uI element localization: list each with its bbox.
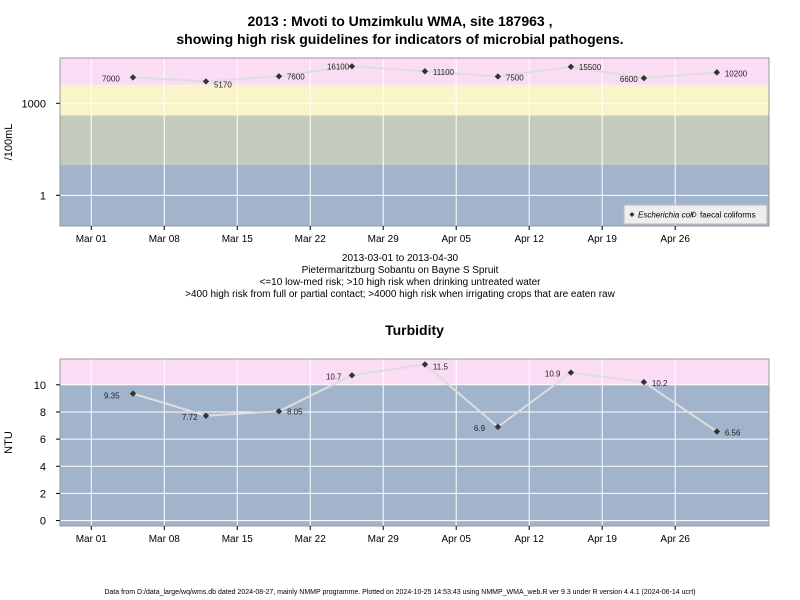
data-label: 10.7 — [326, 372, 342, 381]
ecoli-panel: Mar 01 Mar 08 Mar 15 Mar 22 Mar 29 Apr 05 Apr … — [3, 57, 770, 245]
data-point — [348, 372, 356, 379]
chart-title-line1: 2013 : Mvoti to Umzimkulu WMA, site 1879… — [247, 13, 553, 29]
data-point — [640, 378, 648, 386]
y-tick-label: 1000 — [22, 98, 46, 110]
x-tick-label: Apr 05 — [441, 534, 471, 545]
y-tick-label: 8 — [40, 407, 46, 419]
plot-frame — [59, 57, 770, 227]
data-label: 11100 — [433, 68, 455, 77]
data-point — [275, 408, 283, 415]
caption-site-name: Pietermaritzburg Sobantu on Bayne S Spru… — [301, 265, 499, 276]
chart-title-line2: showing high risk guidelines for indicat… — [176, 31, 624, 47]
legend-marker-circle — [691, 212, 697, 217]
legend-box — [623, 204, 768, 225]
data-label: 15500 — [579, 63, 602, 72]
y-axis-label: /100mL — [3, 124, 15, 161]
data-point — [202, 78, 210, 85]
x-tick-label: Apr 26 — [660, 534, 690, 545]
data-point — [275, 73, 283, 80]
data-point — [348, 63, 356, 70]
risk-band-0 — [60, 384, 769, 526]
data-label: 7.72 — [182, 413, 198, 422]
turbidity-panel: Turbidity Mar 01 Mar 08 Mar 15 Mar 22 Mar 29 A… — [3, 322, 770, 545]
data-label: 7600 — [287, 72, 305, 81]
y-axis-label: NTU — [3, 431, 15, 454]
data-point — [640, 74, 648, 82]
x-tick-label: Mar 01 — [76, 534, 108, 545]
data-label: 9.35 — [104, 392, 120, 401]
x-tick-label: Mar 29 — [368, 234, 400, 245]
data-point — [494, 423, 502, 431]
data-label: 6600 — [620, 75, 638, 84]
data-label: 7000 — [102, 74, 120, 83]
data-point — [202, 412, 210, 419]
data-point — [129, 390, 137, 397]
data-label: 11.5 — [433, 362, 449, 371]
legend-marker-diamond — [629, 212, 635, 217]
y-tick-label: 2 — [40, 488, 46, 500]
plot-frame — [59, 358, 770, 527]
legend-label: Escherichia coli — [638, 211, 694, 220]
data-point — [421, 361, 429, 368]
x-tick-label: Mar 08 — [149, 234, 181, 245]
x-tick-label: Apr 12 — [514, 234, 544, 245]
data-label: 10.2 — [652, 379, 668, 388]
x-tick-label: Apr 12 — [514, 534, 544, 545]
x-tick-label: Mar 15 — [222, 234, 254, 245]
caption-guideline-contact: >400 high risk from full or partial cont… — [185, 289, 615, 300]
data-label: 8.05 — [287, 407, 303, 416]
x-tick-label: Apr 05 — [441, 234, 471, 245]
data-label: 6.9 — [474, 424, 486, 433]
data-point — [129, 74, 137, 81]
y-tick-label: 4 — [40, 461, 46, 473]
y-tick-label: 0 — [40, 516, 46, 528]
y-tick-label: 6 — [40, 434, 46, 446]
x-tick-label: Mar 01 — [76, 234, 108, 245]
data-point — [494, 73, 502, 80]
data-label: 10.9 — [545, 370, 561, 379]
legend: Escherichia coli faecal coliforms — [623, 204, 768, 225]
y-tick-label: 10 — [34, 380, 46, 392]
risk-band-1 — [60, 359, 769, 385]
x-tick-label: Mar 22 — [295, 534, 327, 545]
legend-label: faecal coliforms — [700, 211, 756, 220]
data-point — [421, 68, 429, 75]
panel-title: Turbidity — [385, 322, 444, 338]
x-tick-label: Mar 22 — [295, 234, 327, 245]
x-tick-label: Apr 26 — [660, 234, 690, 245]
data-label: 10200 — [725, 69, 748, 78]
x-tick-label: Mar 08 — [149, 534, 181, 545]
x-tick-label: Apr 19 — [587, 234, 617, 245]
footer-note: Data from D:/data_large/wq/wms.db dated … — [104, 589, 696, 596]
risk-band-1 — [60, 115, 769, 165]
x-tick-label: Mar 15 — [222, 534, 254, 545]
y-tick-label: 1 — [40, 190, 46, 202]
caption-guideline-drinking: <=10 low-med risk; >10 high risk when dr… — [259, 277, 541, 288]
data-point — [713, 69, 721, 76]
data-point — [567, 63, 575, 70]
data-label: 5170 — [214, 80, 232, 89]
caption-date-range: 2013-03-01 to 2013-04-30 — [341, 253, 459, 264]
data-point — [567, 369, 575, 376]
x-tick-label: Mar 29 — [368, 534, 400, 545]
x-tick-label: Apr 19 — [587, 534, 617, 545]
data-label: 6.56 — [725, 429, 741, 438]
data-point — [713, 428, 721, 435]
risk-band-2 — [60, 84, 769, 116]
data-label: 16100 — [327, 62, 350, 71]
data-label: 7500 — [506, 73, 524, 82]
